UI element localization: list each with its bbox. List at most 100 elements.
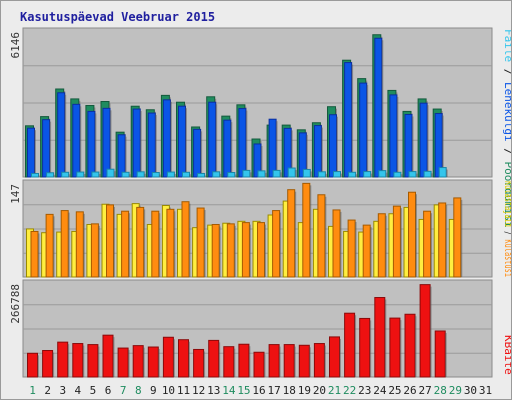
- x-label-day: 28: [434, 384, 447, 397]
- bar-kulastusi-shade: [219, 226, 221, 277]
- bar-kbaite-shade: [37, 355, 39, 377]
- bar-faile: [408, 171, 417, 178]
- bar-kbaite: [344, 312, 356, 378]
- bar-faile: [106, 168, 115, 178]
- bar-faile-shade: [400, 174, 403, 177]
- bar-kulastusi-shade: [113, 206, 115, 277]
- bar-faile-shade: [340, 173, 342, 177]
- bar-kulastusi: [121, 210, 130, 278]
- bar-kbaite-shade: [158, 349, 160, 377]
- bar-kbaite-shade: [399, 320, 402, 377]
- bar-kulastusi-shade: [204, 210, 206, 277]
- bar-leheklgi: [42, 119, 51, 178]
- bar-leheklgi-shade: [110, 110, 112, 177]
- bar-faile-shade: [189, 174, 191, 177]
- bar-kbaite: [132, 345, 144, 378]
- x-label-day: 13: [207, 384, 220, 397]
- bar-kbaite-shade: [248, 346, 251, 377]
- bar-kbaite-shade: [173, 339, 175, 377]
- x-label-day: 24: [373, 384, 387, 397]
- bar-kulastusi-shade: [370, 227, 372, 277]
- bar-faile: [317, 171, 326, 178]
- bar-kbaite-shade: [369, 320, 372, 377]
- bar-kulastusi: [257, 222, 265, 278]
- x-label-day: 27: [419, 384, 432, 397]
- bar-leheklgi-shade: [412, 116, 414, 177]
- bar-leheklgi-shade: [155, 115, 157, 177]
- bar-kbaite: [147, 346, 159, 378]
- bar-kbaite-shade: [97, 346, 100, 377]
- bar-kbaite: [223, 346, 235, 378]
- bar-leheklgi-shade: [442, 115, 444, 177]
- bar-kulastusi-shade: [68, 212, 70, 277]
- bar-faile-shade: [98, 174, 101, 177]
- bar-faile-shade: [249, 172, 252, 177]
- x-label-day: 12: [192, 384, 205, 397]
- bar-faile: [378, 170, 387, 178]
- bar-leheklgi-shade: [427, 105, 429, 177]
- bar-kbaite: [404, 313, 416, 378]
- bar-kulastusi-shade: [324, 196, 327, 277]
- legend-kulastusi: Külastusi: [502, 239, 511, 277]
- y-max-label-middle: 147: [9, 184, 22, 204]
- bar-leheklgi-shade: [49, 121, 52, 177]
- bars: [25, 34, 463, 378]
- x-label-day: 26: [403, 384, 416, 397]
- bar-kbaite-shade: [233, 348, 236, 377]
- legend-sep: /: [502, 231, 511, 239]
- legend-kbaite: KBaite: [502, 335, 511, 375]
- bar-kbaite: [253, 351, 265, 378]
- bar-leheklgi-shade: [366, 85, 369, 177]
- legend-poordumisi: Pöördumisi: [502, 161, 511, 227]
- bar-kulastusi-shade: [430, 213, 433, 277]
- bar-faile-shade: [68, 174, 71, 177]
- bar-leheklgi-shade: [34, 130, 36, 177]
- bar-kbaite: [72, 343, 84, 378]
- bar-kbaite-shade: [218, 342, 221, 377]
- bar-leheklgi: [389, 94, 398, 178]
- x-label-day: 22: [343, 384, 356, 397]
- x-label-day: 21: [328, 384, 341, 397]
- bar-leheklgi-shade: [321, 127, 323, 177]
- y-max-label-top: 6146: [9, 32, 22, 59]
- bar-kulastusi: [60, 210, 69, 278]
- bar-kulastusi-shade: [279, 212, 282, 277]
- x-label-day: 4: [75, 384, 82, 397]
- bar-kulastusi-shade: [385, 215, 387, 277]
- bar-faile-shade: [310, 171, 312, 177]
- legend-leheklgi: Lehekülgi: [502, 82, 511, 142]
- bar-kbaite-shade: [67, 344, 70, 377]
- bar-leheklgi: [27, 127, 35, 178]
- bar-kbaite: [359, 317, 371, 378]
- bar-kbaite: [27, 352, 38, 378]
- bar-kbaite-shade: [264, 354, 266, 377]
- legend-kulastajaid: Külastajaid: [502, 181, 511, 227]
- x-label-day: 7: [120, 384, 127, 397]
- bar-leheklgi: [238, 108, 247, 178]
- bar-kulastusi: [317, 194, 326, 278]
- bar-leheklgi-shade: [64, 94, 67, 177]
- bar-kulastusi: [151, 210, 160, 278]
- bar-faile-shade: [446, 169, 448, 177]
- bar-faile-shade: [431, 173, 433, 177]
- bar-kulastusi: [226, 223, 235, 278]
- bar-kbaite-shade: [128, 350, 130, 377]
- bar-kbaite-shade: [279, 346, 281, 377]
- bar-faile: [242, 169, 251, 178]
- bar-kbaite-shade: [82, 345, 85, 377]
- bar-leheklgi-shade: [200, 131, 203, 177]
- bar-kulastusi: [408, 191, 416, 278]
- bar-leheklgi: [419, 102, 428, 178]
- bar-faile: [393, 171, 402, 178]
- bar-kbaite: [42, 350, 54, 378]
- chart-title: Kasutuspäevad Veebruar 2015: [20, 10, 216, 24]
- bar-kbaite-shade: [430, 286, 432, 377]
- bar-kulastusi-shade: [83, 213, 85, 277]
- bar-kulastusi-shade: [234, 225, 236, 277]
- bar-faile: [197, 172, 206, 178]
- bar-kulastusi-shade: [309, 185, 312, 277]
- bar-faile-shade: [370, 173, 373, 177]
- bar-kbaite-shade: [415, 316, 417, 377]
- bar-kbaite: [283, 344, 295, 378]
